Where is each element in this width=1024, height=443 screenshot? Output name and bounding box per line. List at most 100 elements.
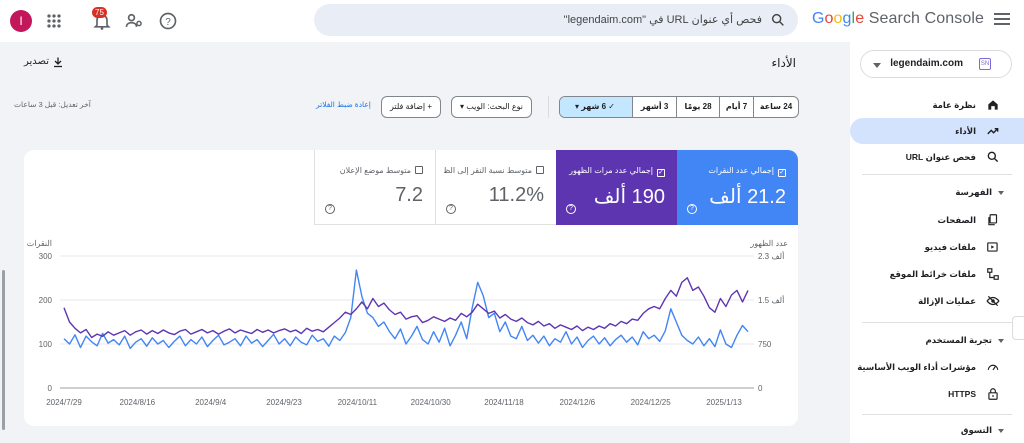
y-tick-right: 0	[758, 384, 763, 393]
x-tick: 2024/7/29	[46, 398, 82, 407]
help-icon[interactable]: ?	[687, 204, 697, 214]
checkbox-checked-icon[interactable]: ✓	[778, 169, 786, 177]
add-filter-label: إضافة فلتر	[390, 102, 426, 111]
sidebar: SN legendaim.com نظرة عامة الأداء فحص عن…	[850, 42, 1024, 443]
users-settings-icon[interactable]	[124, 11, 144, 31]
product-name: Search Console	[868, 10, 984, 27]
sidebar-item-label: ملفات خرائط الموقع	[889, 269, 976, 279]
sidebar-item-removals[interactable]: عمليات الإزالة	[850, 288, 1024, 314]
dropdown-arrow-icon: ▾	[460, 102, 467, 111]
metric-label: متوسط نسبة النقر إلى الظهور	[444, 166, 544, 175]
date-3m[interactable]: 3 أشهر	[632, 97, 676, 117]
y-axis-label-right: عدد الظهور	[749, 239, 788, 248]
avatar[interactable]: I	[10, 10, 32, 32]
section-experience[interactable]: تجربة المستخدم	[850, 330, 1024, 350]
date-range-selector: 24 ساعة 7 أيام 28 يومًا 3 أشهر ✓ 6 شهر ▾	[559, 96, 799, 118]
sidebar-item-label: ملفات فيديو	[924, 242, 976, 252]
x-tick: 2024/10/11	[338, 398, 378, 407]
section-shopping[interactable]: التسوق	[850, 420, 1024, 440]
x-tick: 2024/9/23	[266, 398, 302, 407]
download-icon[interactable]	[52, 56, 64, 68]
help-icon[interactable]: ?	[566, 204, 576, 214]
sidebar-item-performance[interactable]: الأداء	[850, 118, 1024, 144]
check-icon: ✓	[606, 102, 615, 111]
url-inspection-search[interactable]: فحص أي عنوان URL في "legendaim.com"	[314, 4, 798, 36]
property-selector[interactable]: SN legendaim.com	[860, 50, 1012, 78]
y-tick-left: 300	[39, 252, 53, 261]
chevron-down-icon	[998, 339, 1004, 343]
help-icon[interactable]: ?	[325, 204, 335, 214]
metric-value: 11.2%	[488, 184, 544, 206]
divider	[862, 414, 1012, 415]
x-tick: 2025/1/13	[706, 398, 742, 407]
top-bar: Google Search Console فحص أي عنوان URL ف…	[0, 0, 1024, 42]
series-line[interactable]	[63, 269, 749, 350]
sidebar-item-label: الصفحات	[937, 215, 976, 225]
divider	[862, 322, 1012, 323]
chevron-down-icon	[998, 191, 1004, 195]
sidebar-item-label: مؤشرات أداء الويب الأساسية	[857, 362, 976, 372]
removal-icon	[986, 295, 1000, 307]
search-input[interactable]: فحص أي عنوان URL في "legendaim.com"	[563, 14, 762, 26]
add-filter-button[interactable]: + إضافة فلتر	[381, 96, 441, 118]
scrollbar[interactable]	[0, 130, 7, 443]
metric-tile-ctr[interactable]: متوسط نسبة النقر إلى الظهور 11.2% ?	[435, 150, 556, 225]
dropdown-arrow-icon: ▾	[575, 102, 582, 111]
sidebar-item-core-web-vitals[interactable]: مؤشرات أداء الويب الأساسية	[850, 354, 1024, 380]
y-tick-left: 0	[48, 384, 53, 393]
section-label: تجربة المستخدم	[925, 335, 992, 345]
reset-filters-link[interactable]: إعادة ضبط الفلاتر	[316, 100, 371, 109]
series-line[interactable]	[63, 277, 749, 339]
notification-badge: 75	[92, 7, 107, 18]
help-icon[interactable]: ?	[446, 204, 456, 214]
home-icon	[988, 100, 998, 110]
last-update-text: آخر تعديل: قبل 3 ساعات	[14, 100, 91, 109]
x-tick: 2024/8/16	[120, 398, 156, 407]
y-tick-left: 100	[39, 340, 53, 349]
metric-tile-clicks[interactable]: ✓إجمالي عدد النقرات 21.2 ألف ?	[677, 150, 798, 225]
chart-lines[interactable]	[63, 269, 749, 350]
product-logo[interactable]: Google Search Console	[812, 10, 984, 28]
trending-up-icon	[987, 127, 999, 135]
apps-grid-icon[interactable]	[44, 11, 64, 31]
checkbox-checked-icon[interactable]: ✓	[657, 169, 665, 177]
dropdown-arrow-icon	[873, 63, 881, 68]
sidebar-item-sitemaps[interactable]: ملفات خرائط الموقع	[850, 261, 1024, 287]
chart-grid	[60, 255, 754, 389]
sidebar-item-https[interactable]: HTTPS	[850, 381, 1024, 407]
export-button[interactable]: تصدير	[24, 56, 50, 67]
metric-tile-position[interactable]: متوسط موضع الإعلان 7.2 ?	[314, 150, 435, 225]
metric-label: متوسط موضع الإعلان	[323, 166, 423, 175]
date-6m[interactable]: ✓ 6 شهر ▾	[560, 97, 632, 117]
date-24h[interactable]: 24 ساعة	[753, 97, 798, 117]
sidebar-item-overview[interactable]: نظرة عامة	[850, 92, 1024, 118]
search-type-dropdown[interactable]: نوع البحث: الويب ▾	[451, 96, 533, 118]
feedback-tab[interactable]	[1012, 316, 1024, 340]
metric-value: 21.2 ألف	[709, 186, 786, 208]
sidebar-item-label: الأداء	[955, 126, 976, 136]
page-title: الأداء	[771, 56, 797, 70]
section-label: الفهرسة	[955, 187, 992, 197]
metric-tile-impressions[interactable]: ✓إجمالي عدد مرات الظهور 190 ألف ?	[556, 150, 677, 225]
x-tick: 2024/11/18	[484, 398, 524, 407]
menu-icon[interactable]	[992, 10, 1012, 30]
metric-label: ✓إجمالي عدد النقرات	[708, 166, 786, 177]
y-tick-right: 750	[758, 340, 772, 349]
search-icon	[771, 13, 784, 26]
checkbox-icon[interactable]	[415, 166, 423, 174]
help-icon[interactable]: ?	[158, 11, 178, 31]
date-6m-label: 6 شهر	[581, 102, 607, 111]
date-7d[interactable]: 7 أيام	[719, 97, 753, 117]
x-tick: 2024/12/6	[560, 398, 596, 407]
sidebar-item-videos[interactable]: ملفات فيديو	[850, 234, 1024, 260]
sidebar-item-url-inspection[interactable]: فحص عنوان URL	[850, 144, 1024, 170]
y-axis-label-left: النقرات	[27, 239, 52, 248]
scrollbar-thumb[interactable]	[2, 270, 5, 430]
performance-chart: 300 200 100 0 2.3 ألف 1.5 ألف 750 0 النقرات عدد ا…	[27, 239, 788, 407]
checkbox-icon[interactable]	[536, 166, 544, 174]
section-indexing[interactable]: الفهرسة	[850, 182, 1024, 202]
section-label: التسوق	[960, 425, 992, 435]
google-logo: Google	[812, 10, 865, 27]
sidebar-item-pages[interactable]: الصفحات	[850, 207, 1024, 233]
date-28d[interactable]: 28 يومًا	[676, 97, 719, 117]
